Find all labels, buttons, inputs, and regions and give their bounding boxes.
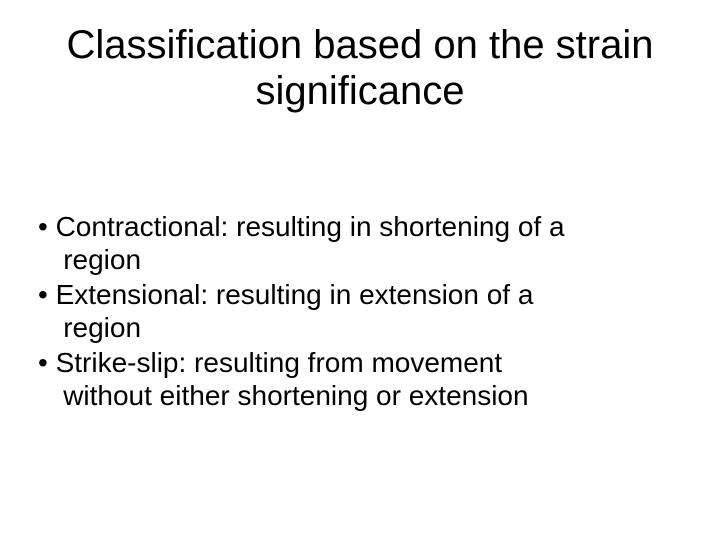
bullet-text: without either shortening or extension [63, 379, 660, 412]
bullet-text: • Extensional: resulting in extension of… [63, 278, 660, 311]
bullet-text: • Strike-slip: resulting from movement [63, 346, 660, 379]
bullet-text: region [63, 311, 660, 344]
bullet-text: • Contractional: resulting in shortening… [63, 210, 660, 243]
title-line-2: significance [255, 69, 464, 113]
slide: Classification based on the strain signi… [0, 0, 720, 540]
bullet-text: region [63, 243, 660, 276]
bullet-item: • Extensional: resulting in extension of… [38, 278, 660, 344]
bullet-item: • Strike-slip: resulting from movement w… [38, 346, 660, 412]
slide-body: • Contractional: resulting in shortening… [38, 210, 660, 414]
title-line-1: Classification based on the strain [67, 23, 654, 67]
slide-title: Classification based on the strain signi… [0, 22, 720, 114]
bullet-item: • Contractional: resulting in shortening… [38, 210, 660, 276]
